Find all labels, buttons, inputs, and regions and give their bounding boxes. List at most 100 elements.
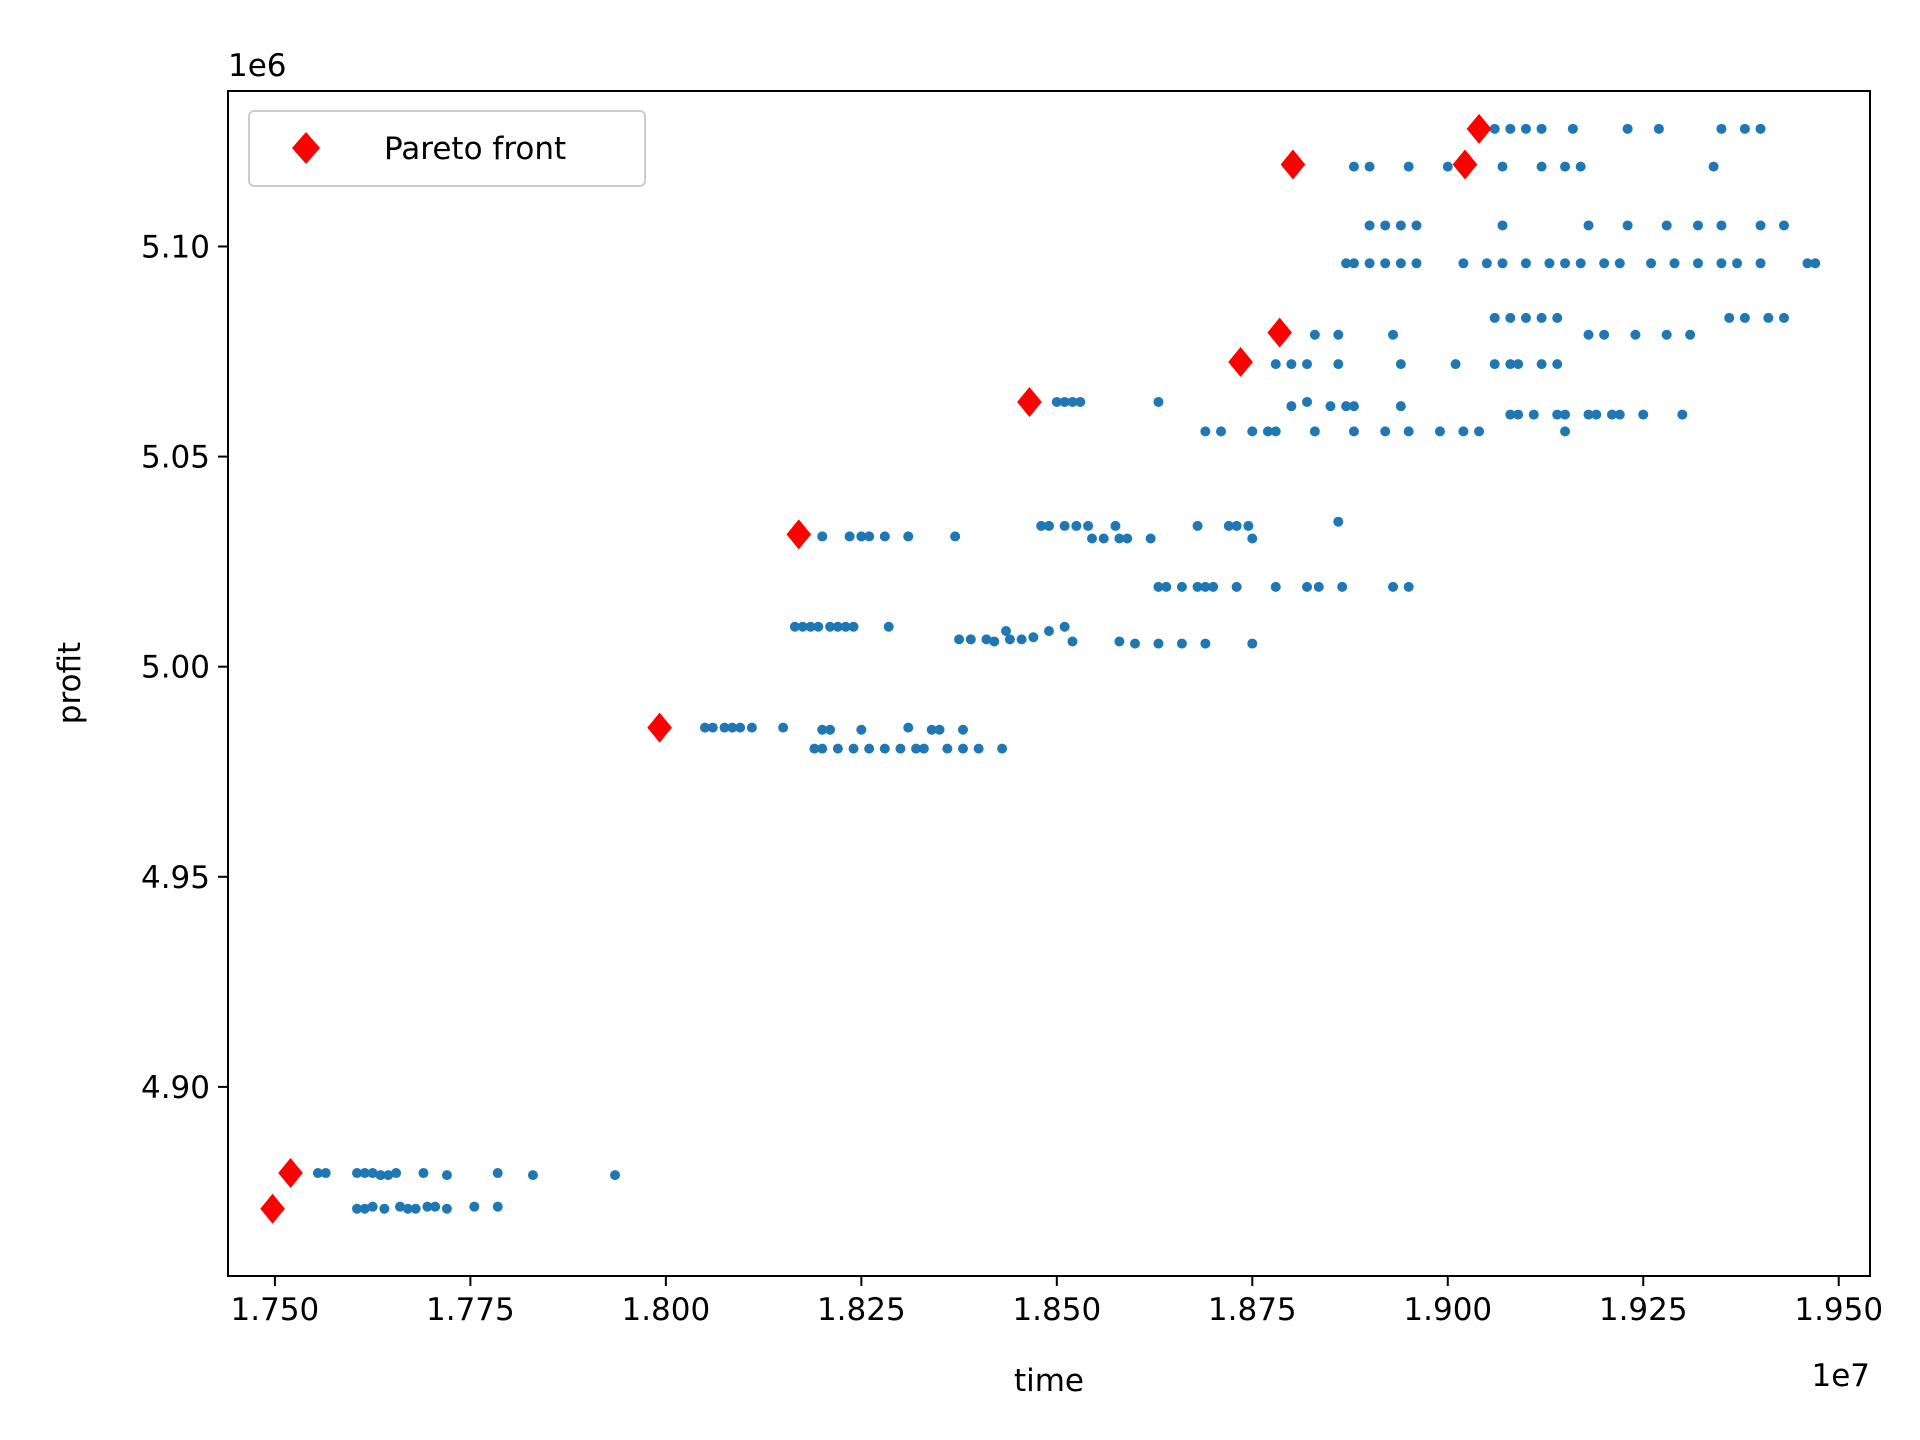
data-point (1630, 329, 1641, 340)
data-point (1497, 161, 1508, 172)
data-point (840, 621, 851, 632)
data-point (1599, 258, 1610, 269)
data-point (1763, 312, 1774, 323)
data-point (1309, 426, 1320, 437)
data-point (1309, 329, 1320, 340)
data-point (1000, 625, 1011, 636)
pareto-point (647, 712, 672, 743)
data-point (1583, 329, 1594, 340)
data-point (1200, 581, 1211, 592)
data-point (1348, 426, 1359, 437)
data-point (1536, 359, 1547, 370)
data-point (1286, 401, 1297, 412)
data-point (934, 724, 945, 735)
data-point (1270, 581, 1281, 592)
data-point (1262, 426, 1273, 437)
data-point (1192, 581, 1203, 592)
data-point (918, 743, 929, 754)
data-point (1708, 161, 1719, 172)
x-tick-label: 1.825 (817, 1292, 906, 1328)
data-point (1552, 312, 1563, 323)
data-point (1364, 161, 1375, 172)
data-point (1653, 123, 1664, 134)
x-tick-label: 1.775 (426, 1292, 515, 1328)
data-point (817, 531, 828, 542)
data-point (1153, 581, 1164, 592)
data-point (410, 1203, 421, 1214)
pareto-point (260, 1193, 285, 1224)
data-point (778, 722, 789, 733)
data-point (1505, 359, 1516, 370)
data-point (395, 1201, 406, 1212)
data-point (1513, 359, 1524, 370)
plot-area (228, 91, 1870, 1276)
data-point (1044, 625, 1054, 636)
data-point (1591, 409, 1602, 420)
data-point (1302, 359, 1313, 370)
data-point (1302, 581, 1313, 592)
pareto-point (1267, 317, 1292, 348)
data-point (809, 743, 820, 754)
data-point (1395, 359, 1406, 370)
data-point (950, 531, 961, 542)
data-point (1231, 520, 1242, 531)
data-point (1348, 258, 1359, 269)
data-point (1739, 312, 1750, 323)
data-point (1270, 426, 1281, 437)
data-point (1200, 638, 1211, 649)
data-point (422, 1201, 433, 1212)
data-point (727, 722, 738, 733)
data-point (1692, 220, 1703, 231)
data-point (418, 1168, 429, 1179)
data-point (903, 531, 914, 542)
data-point (1130, 638, 1141, 649)
x-tick-label: 1.875 (1208, 1292, 1297, 1328)
data-point (1513, 409, 1524, 420)
data-point (1778, 220, 1789, 231)
data-point (492, 1201, 503, 1212)
data-point (942, 743, 953, 754)
data-point (797, 621, 808, 632)
pareto-point (786, 519, 812, 550)
data-point (1528, 409, 1539, 420)
data-point (965, 634, 976, 645)
data-point (813, 621, 824, 632)
data-point (1075, 396, 1086, 407)
data-point (997, 743, 1008, 754)
data-point (1016, 634, 1027, 645)
pareto-point (1466, 113, 1492, 144)
data-point (746, 722, 757, 733)
data-point (1677, 409, 1688, 420)
data-point (1348, 401, 1359, 412)
data-point (1341, 401, 1352, 412)
data-point (1560, 258, 1571, 269)
data-point (954, 634, 965, 645)
data-point (1333, 329, 1344, 340)
data-point (1732, 258, 1743, 269)
data-point (1231, 581, 1242, 592)
data-point (469, 1201, 480, 1212)
data-point (895, 743, 906, 754)
data-point (1755, 220, 1766, 231)
data-point (1341, 258, 1352, 269)
data-point (1536, 123, 1547, 134)
x-offset-label: 1e7 (1811, 1358, 1870, 1394)
data-point (1208, 581, 1219, 592)
pareto-point (1280, 149, 1306, 180)
data-point (1458, 426, 1469, 437)
data-point (844, 531, 855, 542)
y-tick-label: 5.10 (141, 229, 210, 265)
data-point (375, 1170, 386, 1181)
data-point (856, 531, 867, 542)
data-point (699, 722, 710, 733)
data-point (825, 724, 836, 735)
plot-frame (227, 90, 1871, 1277)
data-point (832, 621, 843, 632)
data-point (825, 621, 836, 632)
data-point (1067, 636, 1078, 647)
data-point (1567, 123, 1578, 134)
data-point (1380, 258, 1391, 269)
data-point (1434, 426, 1445, 437)
data-point (1411, 258, 1422, 269)
